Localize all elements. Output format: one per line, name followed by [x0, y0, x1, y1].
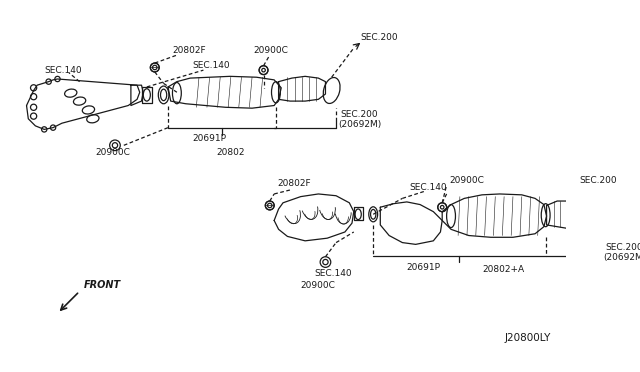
Text: 20900C: 20900C [449, 176, 484, 185]
Text: SEC.200: SEC.200 [606, 243, 640, 251]
Circle shape [150, 63, 159, 72]
Text: FRONT: FRONT [84, 280, 121, 290]
Text: (20692M): (20692M) [603, 253, 640, 262]
Text: 20802: 20802 [217, 148, 245, 157]
Text: 20802F: 20802F [172, 46, 206, 55]
Text: 20900C: 20900C [253, 46, 288, 55]
Text: SEC.140: SEC.140 [410, 183, 447, 192]
Circle shape [266, 201, 274, 210]
Text: SEC.200: SEC.200 [340, 110, 378, 119]
Text: J20800LY: J20800LY [504, 333, 550, 343]
Text: SEC.200: SEC.200 [579, 176, 617, 185]
Text: SEC.140: SEC.140 [314, 269, 351, 278]
Text: 20802F: 20802F [278, 179, 311, 188]
Text: 20691P: 20691P [193, 134, 227, 143]
Text: 20802+A: 20802+A [482, 264, 524, 274]
Circle shape [438, 203, 447, 212]
Text: SEC.140: SEC.140 [193, 61, 230, 70]
Text: SEC.200: SEC.200 [361, 33, 399, 42]
Text: (20692M): (20692M) [338, 121, 381, 129]
Text: 20900C: 20900C [301, 280, 335, 289]
Text: 20691P: 20691P [407, 263, 441, 272]
Text: SEC.140: SEC.140 [44, 65, 82, 75]
Circle shape [259, 66, 268, 74]
Text: 20900C: 20900C [95, 148, 131, 157]
